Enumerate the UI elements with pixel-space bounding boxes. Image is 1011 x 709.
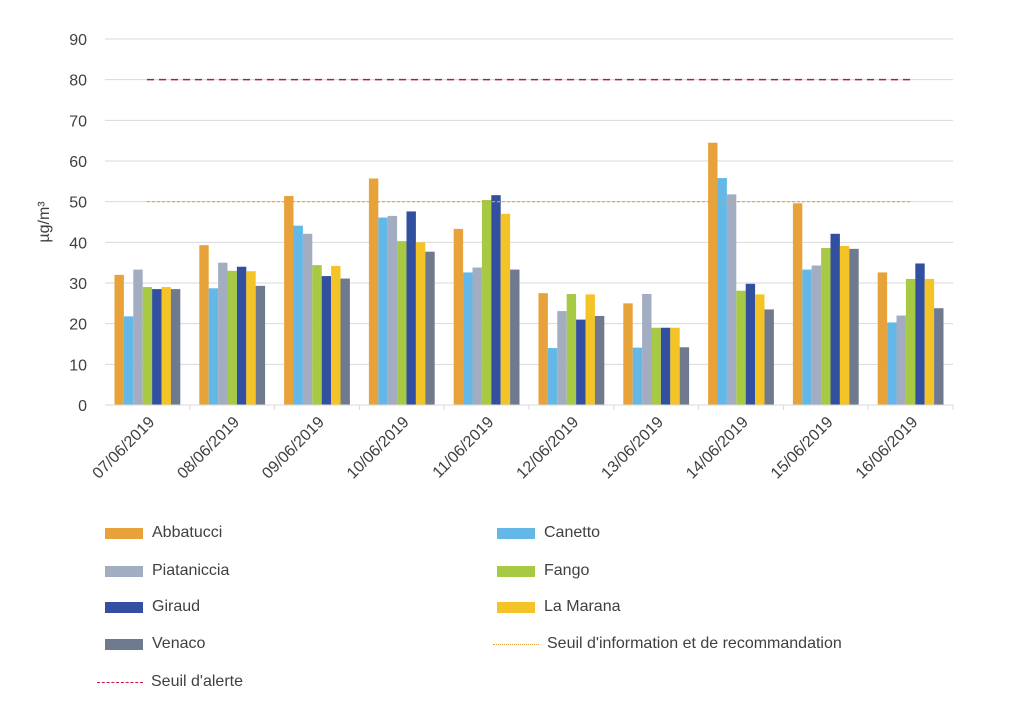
bar-giraud bbox=[660, 327, 671, 405]
bar-la-marana bbox=[924, 278, 935, 405]
bar-piataniccia bbox=[218, 262, 228, 405]
bar-canetto bbox=[208, 288, 219, 405]
bar-abbatucci bbox=[623, 303, 633, 405]
bar-fango bbox=[651, 327, 661, 405]
bar-la-marana bbox=[500, 213, 511, 405]
bar-series bbox=[114, 142, 944, 405]
y-tick-label: 0 bbox=[78, 398, 87, 415]
bar-abbatucci bbox=[877, 272, 888, 405]
bar-piataniccia bbox=[896, 315, 906, 405]
bar-giraud bbox=[321, 276, 332, 405]
x-tick-label: 13/06/2019 bbox=[598, 414, 667, 483]
bar-la-marana bbox=[670, 327, 680, 405]
bar-piataniccia bbox=[387, 215, 398, 405]
bar-venaco bbox=[934, 308, 944, 405]
bar-la-marana bbox=[161, 287, 171, 405]
bar-canetto bbox=[632, 347, 643, 405]
bar-fango bbox=[142, 287, 153, 405]
bar-fango bbox=[821, 248, 831, 405]
bar-fango bbox=[312, 265, 322, 405]
y-tick-label: 80 bbox=[69, 73, 87, 90]
bar-venaco bbox=[849, 248, 859, 405]
bar-fango bbox=[397, 241, 407, 405]
y-tick-label: 50 bbox=[69, 195, 87, 212]
bar-la-marana bbox=[585, 294, 595, 405]
y-tick-label: 70 bbox=[69, 113, 87, 130]
x-tick-label: 11/06/2019 bbox=[430, 414, 498, 482]
bar-fango bbox=[736, 290, 746, 405]
bar-piataniccia bbox=[811, 265, 822, 405]
bar-giraud bbox=[152, 289, 162, 405]
bar-abbatucci bbox=[708, 142, 718, 405]
bar-abbatucci bbox=[368, 178, 379, 405]
bar-venaco bbox=[679, 347, 690, 405]
bar-la-marana bbox=[331, 265, 341, 405]
x-tick-label: 07/06/2019 bbox=[90, 414, 159, 483]
bar-venaco bbox=[594, 315, 605, 405]
bar-piataniccia bbox=[133, 269, 143, 405]
bar-piataniccia bbox=[472, 267, 482, 405]
bar-canetto bbox=[123, 316, 134, 405]
bar-fango bbox=[227, 270, 237, 405]
bar-canetto bbox=[887, 322, 897, 405]
bar-venaco bbox=[255, 285, 266, 405]
bar-fango bbox=[566, 293, 577, 405]
y-axis-ticks: 0 10 20 30 40 50 60 70 80 90 bbox=[69, 32, 87, 415]
bar-giraud bbox=[236, 266, 247, 405]
bar-abbatucci bbox=[199, 245, 209, 405]
y-tick-label: 20 bbox=[69, 317, 87, 334]
y-tick-label: 40 bbox=[69, 235, 87, 252]
y-tick-label: 10 bbox=[69, 357, 87, 374]
bar-la-marana bbox=[839, 245, 850, 405]
y-tick-label: 60 bbox=[69, 154, 87, 171]
bar-canetto bbox=[378, 217, 388, 405]
bar-canetto bbox=[547, 348, 558, 405]
bar-canetto bbox=[717, 178, 727, 405]
bar-abbatucci bbox=[792, 203, 803, 405]
bar-la-marana bbox=[415, 242, 426, 405]
bar-venaco bbox=[340, 278, 350, 405]
y-tick-label: 90 bbox=[69, 32, 87, 49]
bar-giraud bbox=[406, 211, 416, 405]
bar-canetto bbox=[463, 272, 473, 405]
x-tick-label: 16/06/2019 bbox=[853, 414, 922, 483]
threshold-lines bbox=[147, 78, 911, 203]
bar-la-marana bbox=[246, 271, 256, 405]
bar-fango bbox=[905, 278, 916, 405]
bar-venaco bbox=[170, 289, 181, 405]
bar-abbatucci bbox=[453, 228, 464, 405]
x-tick-label: 14/06/2019 bbox=[683, 414, 752, 483]
x-tick-label: 08/06/2019 bbox=[174, 414, 243, 483]
bar-giraud bbox=[915, 263, 925, 405]
bar-venaco bbox=[425, 251, 435, 405]
bar-giraud bbox=[745, 283, 756, 405]
bar-giraud bbox=[491, 195, 501, 405]
y-axis-label: µg/m³ bbox=[36, 201, 53, 243]
bar-piataniccia bbox=[726, 194, 737, 405]
bar-fango bbox=[481, 200, 492, 405]
bar-abbatucci bbox=[538, 293, 548, 405]
x-tick-label: 15/06/2019 bbox=[768, 414, 837, 483]
bar-piataniccia bbox=[557, 311, 567, 405]
bar-canetto bbox=[293, 225, 303, 405]
x-tick-label: 09/06/2019 bbox=[259, 414, 328, 483]
bar-venaco bbox=[764, 309, 774, 405]
bar-canetto bbox=[802, 269, 812, 405]
bar-abbatucci bbox=[114, 274, 124, 405]
x-tick-label: 10/06/2019 bbox=[344, 414, 413, 483]
bar-piataniccia bbox=[642, 293, 652, 405]
bar-abbatucci bbox=[284, 195, 294, 405]
x-axis-ticks: 07/06/2019 08/06/2019 09/06/2019 10/06/2019… bbox=[90, 405, 954, 483]
bar-giraud bbox=[576, 319, 586, 405]
bar-venaco bbox=[510, 269, 520, 405]
bar-la-marana bbox=[755, 294, 765, 405]
x-tick-label: 12/06/2019 bbox=[514, 414, 583, 483]
bar-piataniccia bbox=[302, 233, 313, 405]
bar-giraud bbox=[830, 233, 840, 405]
y-tick-label: 30 bbox=[69, 276, 87, 293]
